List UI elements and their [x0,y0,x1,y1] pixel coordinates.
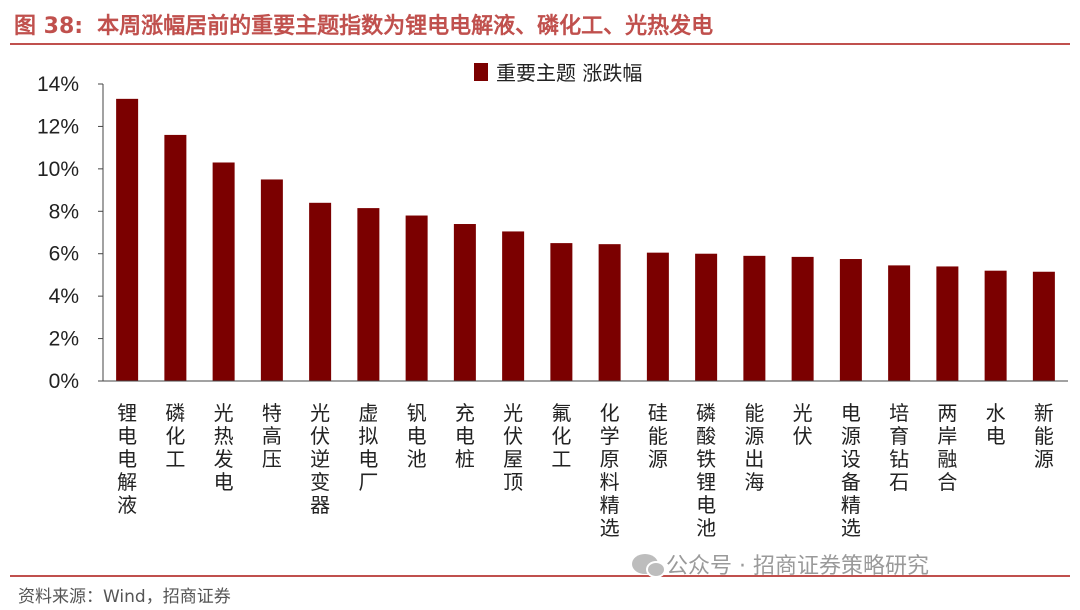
title-divider [10,43,1070,45]
bar [839,259,862,381]
y-tick-label: 12% [37,115,79,138]
bar [212,162,235,381]
category-label: 锂电电解液 [117,401,137,517]
y-tick-label: 6% [49,243,79,266]
bar [260,179,283,381]
bar [405,215,428,381]
watermark: 公众号 · 招商证券策略研究 [632,548,929,580]
bar [936,266,959,381]
bar [550,243,573,381]
category-label: 硅能源 [648,401,668,471]
x-axis: 锂电电解液 磷化工 光热发电 特高压 光伏逆变器 虚拟电厂 钒电池 充电桩 光伏屋顶 氟化工 化学原… [103,380,1068,540]
bar [1032,271,1055,381]
bar [695,253,718,381]
category-label: 光伏 [793,401,813,448]
category-label: 磷化工 [165,401,185,471]
bar-chart: 0% 2% 4% 6% 8% 10% 12% 14% 锂电电解液 磷化工 光热发电 特高压 光伏逆变器… [37,61,1068,540]
category-label: 磷酸铁锂电池 [696,401,716,540]
bar [743,255,766,381]
category-label: 光伏逆变器 [310,401,330,517]
bar [453,224,476,381]
bar [888,265,911,381]
category-label: 特高压 [262,401,282,471]
bar [357,208,380,381]
chart-title: 本周涨幅居前的重要主题指数为锂电电解液、磷化工、光热发电 [97,14,714,39]
category-label: 虚拟电厂 [358,401,378,494]
bar [309,202,332,381]
category-label: 能源出海 [744,401,764,494]
category-label: 钒电池 [407,401,427,471]
y-tick-label: 8% [49,200,79,223]
y-tick-label: 2% [49,328,79,351]
category-label: 化学原料精选 [600,401,620,540]
category-label: 光热发电 [214,401,234,494]
category-label: 光伏屋顶 [503,401,523,494]
category-label: 水电 [986,401,1006,448]
footer-divider [10,575,1070,577]
bar [984,270,1007,381]
y-tick-label: 14% [37,73,79,96]
legend-label: 重要主题 涨跌幅 [496,61,642,85]
y-tick-label: 4% [49,285,79,308]
bar [116,98,139,381]
category-label: 新能源 [1034,401,1054,471]
bar [502,231,525,381]
y-tick-label: 10% [37,158,79,181]
legend-swatch [474,63,488,81]
figure-label: 图 38: [14,14,84,39]
category-label: 充电桩 [455,401,475,471]
category-label: 电源设备精选 [841,401,861,540]
wechat-icon [632,554,666,578]
bar [598,244,621,381]
legend: 重要主题 涨跌幅 [474,61,642,85]
y-tick-label: 0% [49,370,79,393]
category-label: 培育钻石 [889,401,909,494]
bar [791,256,814,381]
watermark-text: 公众号 · 招商证券策略研究 [666,554,929,579]
category-label: 两岸融合 [937,401,957,494]
bar [164,134,187,381]
bars [116,98,1055,381]
source-note: 资料来源：Wind，招商证券 [18,587,231,607]
figure-title: 图 38: 本周涨幅居前的重要主题指数为锂电电解液、磷化工、光热发电 [14,6,1070,42]
category-label: 氟化工 [551,401,571,471]
y-axis: 0% 2% 4% 6% 8% 10% 12% 14% [37,73,104,393]
bar [646,252,669,381]
